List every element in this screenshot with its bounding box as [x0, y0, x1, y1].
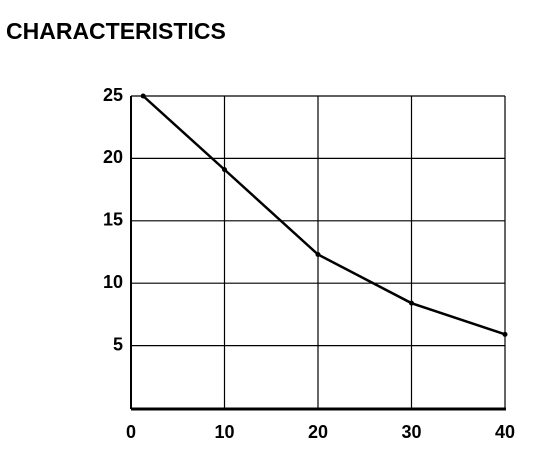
- x-tick-label: 20: [308, 422, 328, 442]
- data-point: [502, 331, 508, 337]
- data-point: [222, 167, 227, 173]
- data-point: [140, 93, 146, 99]
- x-tick-label: 30: [401, 422, 421, 442]
- x-tick-label: 0: [126, 422, 136, 442]
- x-tick-label: 40: [495, 422, 515, 442]
- y-tick-label: 15: [103, 210, 123, 230]
- y-tick-label: 25: [103, 85, 123, 105]
- y-tick-label: 10: [103, 272, 123, 292]
- data-point: [315, 251, 321, 257]
- data-point: [409, 300, 414, 306]
- x-tick-label: 10: [214, 422, 234, 442]
- y-tick-label: 20: [103, 147, 123, 167]
- chart-title: CHARACTERISTICS: [6, 18, 226, 44]
- y-tick-label: 5: [113, 334, 123, 354]
- data-line: [142, 95, 506, 336]
